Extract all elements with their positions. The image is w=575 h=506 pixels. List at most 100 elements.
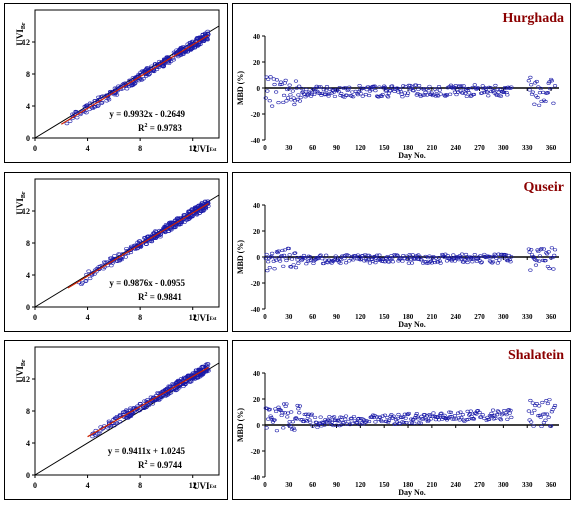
data-point [536, 249, 541, 253]
data-point [331, 423, 336, 428]
data-point [136, 409, 141, 413]
data-point [370, 85, 375, 89]
data-point [448, 256, 453, 260]
x-tick-label: 360 [546, 481, 557, 489]
data-point [366, 93, 372, 98]
data-point [98, 94, 104, 99]
data-point [280, 248, 285, 253]
data-point [386, 260, 392, 264]
data-point [347, 259, 352, 263]
data-point [277, 259, 283, 263]
data-point [402, 91, 407, 95]
x-tick-label: 30 [285, 313, 293, 321]
data-point [357, 84, 362, 88]
data-point [165, 393, 170, 397]
data-point [532, 408, 537, 412]
data-point [482, 90, 487, 95]
x-axis-label: Day No. [398, 488, 426, 497]
data-point [351, 414, 357, 419]
x-tick-label: 60 [309, 144, 317, 152]
data-point [433, 256, 438, 260]
data-point [538, 86, 543, 91]
data-point [529, 420, 534, 424]
data-point [502, 86, 508, 90]
data-point [528, 75, 533, 79]
data-point [416, 87, 421, 91]
x-tick-label: 330 [522, 481, 533, 489]
data-point [509, 415, 514, 419]
data-point [488, 86, 493, 90]
data-point [373, 261, 378, 265]
data-point [174, 216, 180, 221]
data-point [355, 417, 361, 421]
data-point [396, 90, 401, 94]
data-point [373, 89, 378, 93]
y-tick-label: 20 [253, 228, 261, 236]
x-tick-label: 300 [498, 313, 509, 321]
x-tick-label: 360 [546, 313, 557, 321]
data-point [272, 267, 277, 271]
data-point [274, 78, 280, 82]
data-point [90, 431, 96, 436]
data-point [363, 257, 369, 261]
data-point [193, 370, 198, 375]
data-point [337, 86, 342, 90]
data-point [293, 266, 299, 270]
data-point [167, 227, 173, 232]
x-tick-label: 90 [333, 144, 341, 152]
data-point [196, 367, 202, 371]
data-point [124, 247, 129, 251]
data-point [531, 255, 536, 259]
x-axis-label: UVIEst [193, 313, 217, 323]
data-point [353, 254, 358, 258]
data-point [494, 256, 499, 260]
data-point [377, 253, 382, 257]
data-point [297, 411, 302, 415]
data-point [442, 413, 447, 418]
data-point [126, 415, 132, 419]
data-point [444, 93, 449, 97]
data-point [200, 37, 205, 41]
data-point [386, 418, 392, 423]
data-point [427, 84, 432, 89]
data-point [172, 387, 178, 391]
data-point [412, 421, 417, 425]
data-point [472, 253, 477, 257]
data-point [149, 64, 154, 68]
data-point [508, 408, 513, 412]
data-point [409, 421, 415, 425]
data-point [64, 121, 70, 126]
y-tick-label: 0 [257, 254, 261, 262]
data-point [388, 89, 393, 93]
data-point [495, 261, 500, 265]
data-point [95, 103, 101, 108]
data-point [344, 93, 349, 97]
data-point [546, 415, 551, 419]
data-point [329, 420, 334, 424]
y-tick-label: 20 [253, 396, 261, 404]
data-point [535, 95, 540, 100]
data-point [448, 92, 453, 96]
data-point [454, 92, 459, 97]
data-point [154, 232, 160, 237]
data-point [129, 244, 134, 249]
data-point [530, 401, 535, 405]
data-point [543, 258, 548, 263]
x-tick-label: 180 [403, 313, 414, 321]
data-point [321, 88, 326, 92]
data-point [107, 256, 113, 261]
data-point [287, 420, 292, 424]
y-tick-label: 4 [26, 439, 30, 448]
data-point [529, 83, 534, 87]
data-point [489, 255, 494, 259]
x-tick-label: 360 [546, 144, 557, 152]
data-point [503, 411, 508, 415]
data-point [143, 68, 149, 72]
data-point [480, 413, 485, 417]
data-point [153, 396, 159, 400]
data-point [281, 93, 287, 97]
x-tick-label: 270 [474, 313, 485, 321]
data-point [496, 252, 501, 256]
data-point [328, 87, 333, 91]
